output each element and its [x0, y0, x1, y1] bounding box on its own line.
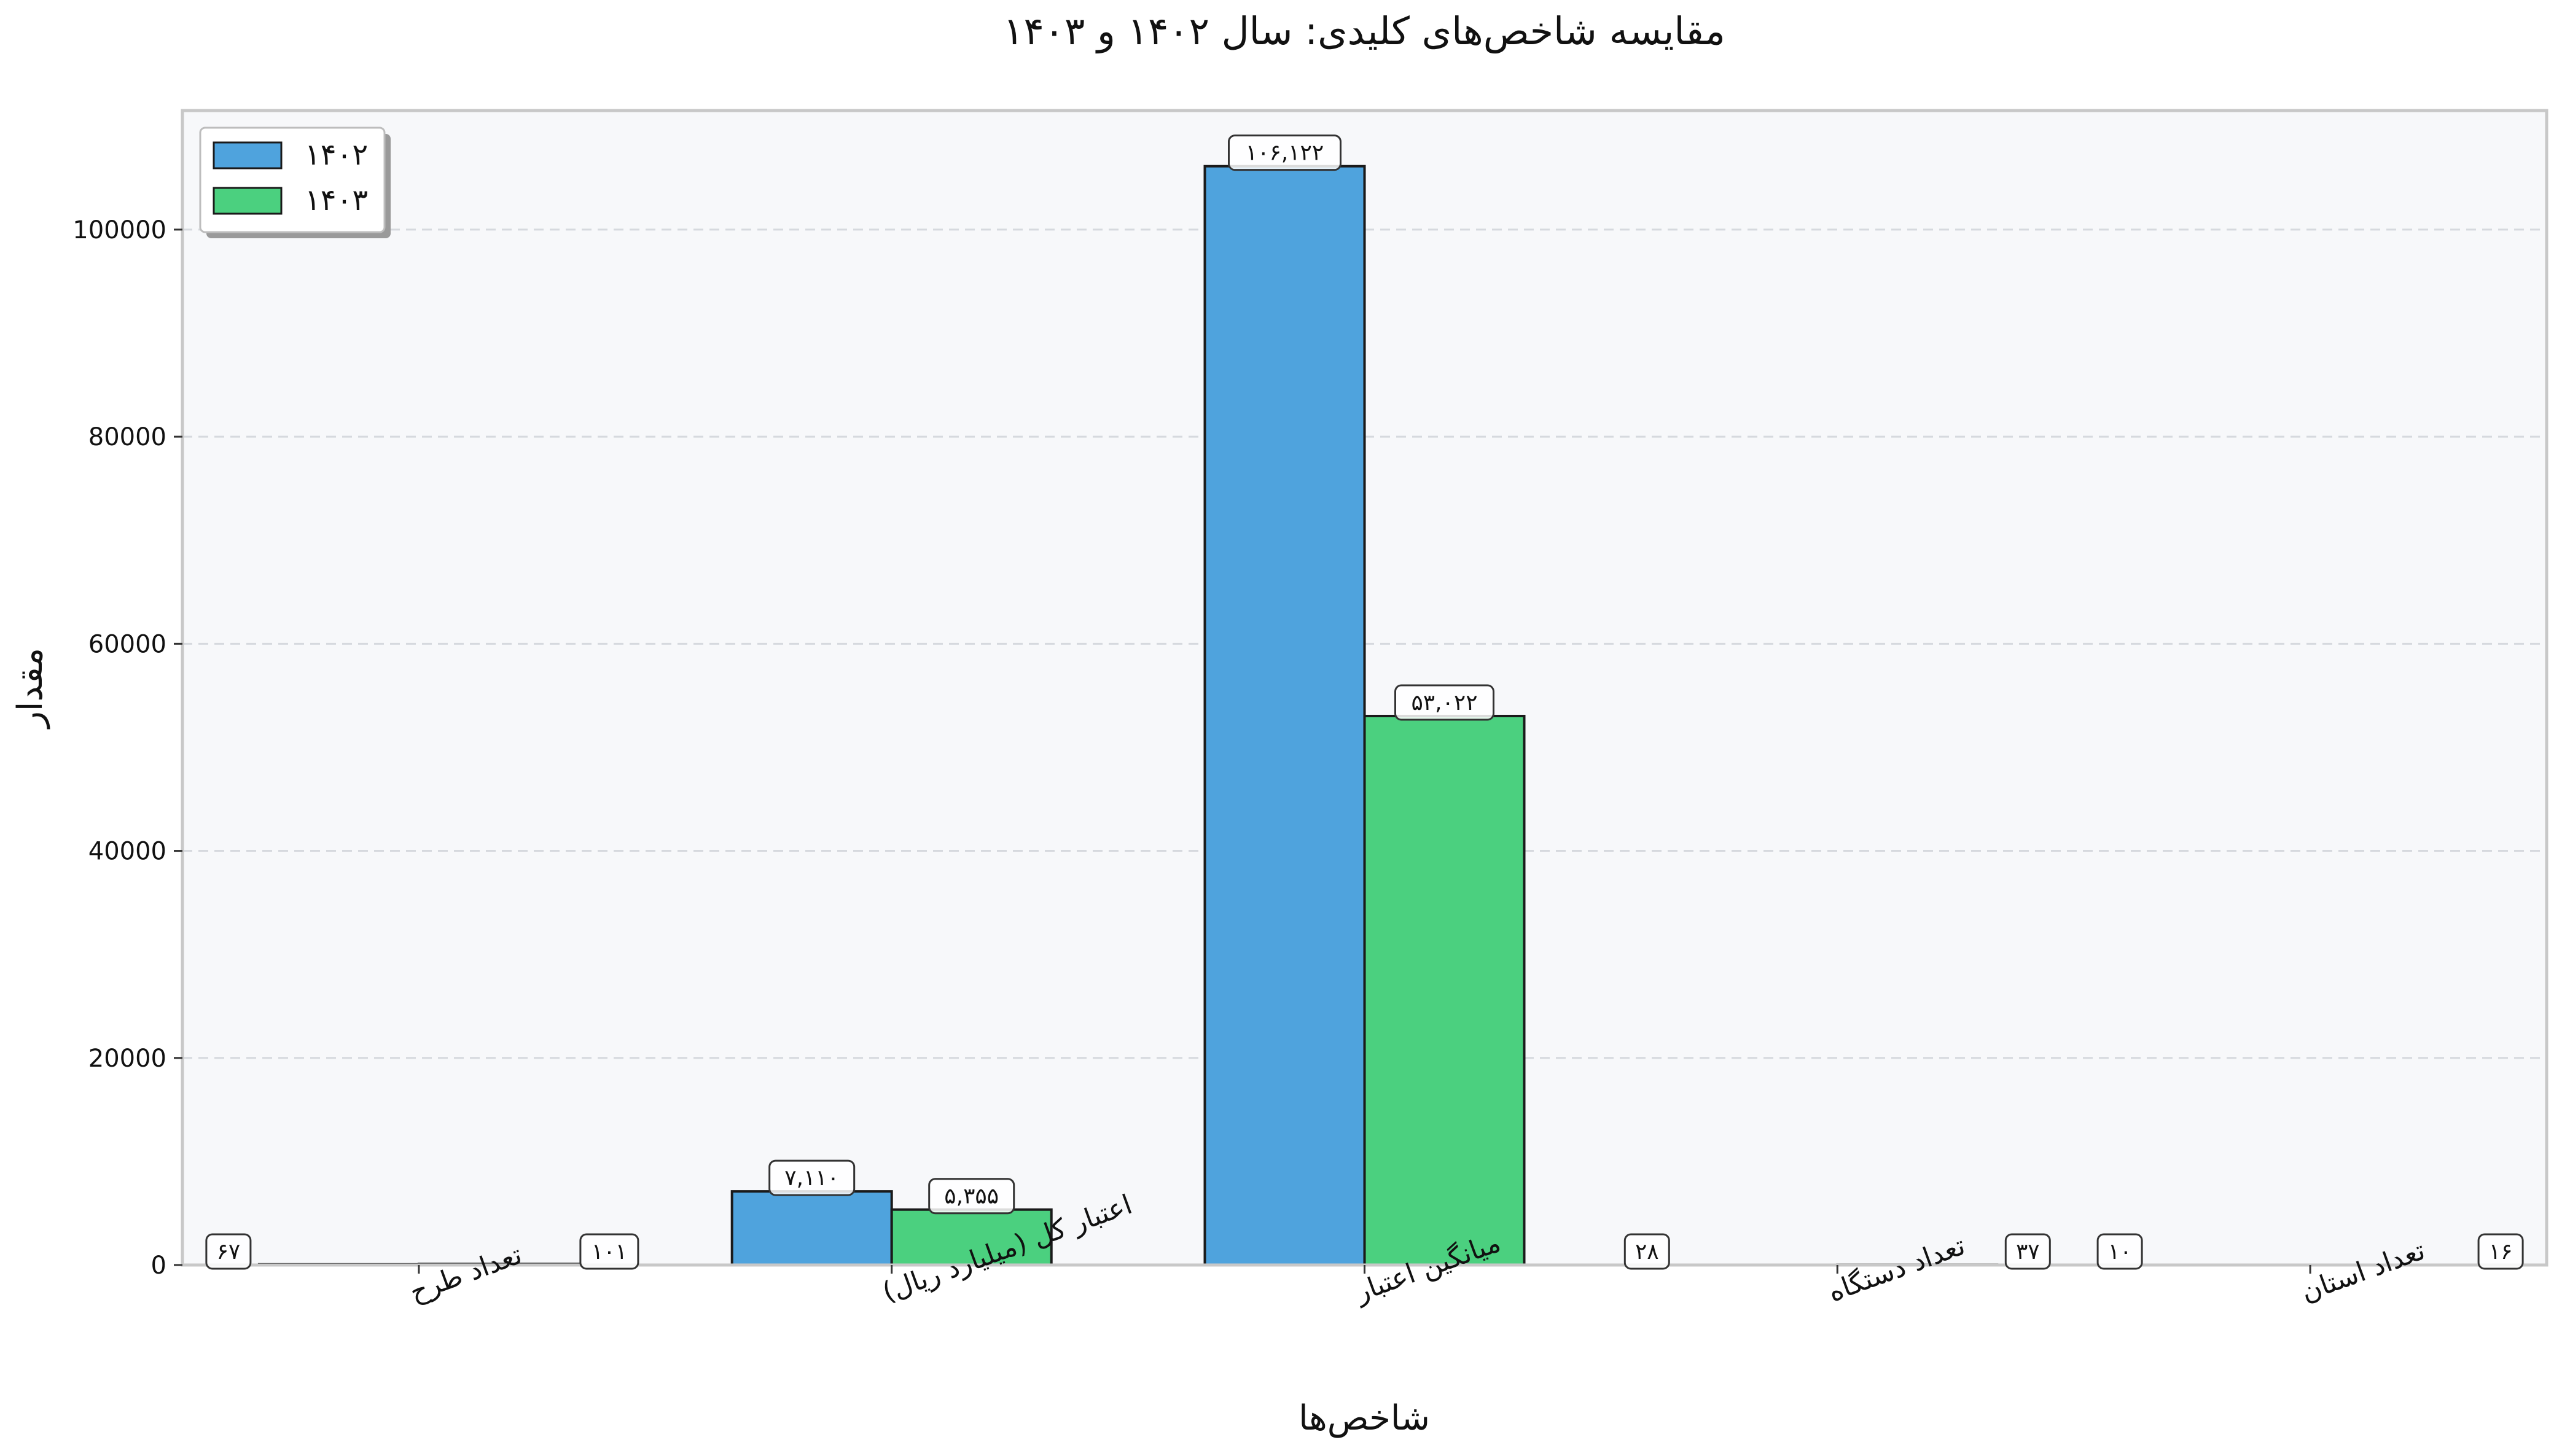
legend-swatch-1402 — [213, 141, 283, 169]
bar — [730, 1190, 893, 1267]
chart-title: مقایسه شاخص‌های کلیدی: سال ۱۴۰۲ و ۱۴۰۳ — [1003, 9, 1725, 53]
bars — [257, 165, 2472, 1267]
legend: ۱۴۰۲ ۱۴۰۳ — [199, 127, 391, 238]
data-label-box — [1623, 1233, 1670, 1270]
data-labels: ۶۷ ۱۰۱ ۷,۱۱۰ ۵,۳۵۵ ۱۰۶,۱۲۲ ۵۳,۰۲۲ ۲۸ ۳۷ ۱۰ ۱۶ — [205, 134, 2524, 1270]
data-label: ۱۰۶,۱۲۲ — [1246, 141, 1324, 166]
y-tick-label: 40000 — [88, 838, 166, 866]
bar — [1363, 714, 1526, 1267]
y-tick-label: 80000 — [88, 423, 166, 451]
data-label-box — [768, 1159, 856, 1196]
data-label: ۵۳,۰۲۲ — [1411, 690, 1477, 715]
bar — [1203, 165, 1366, 1267]
data-label: ۶۷ — [217, 1239, 241, 1264]
data-label-box — [2004, 1233, 2051, 1270]
data-label-box — [1394, 684, 1494, 721]
data-label-box — [2096, 1233, 2143, 1270]
data-label: ۱۰۱ — [592, 1239, 627, 1264]
data-label: ۱۰ — [2108, 1239, 2132, 1264]
data-label-box — [928, 1178, 1015, 1215]
legend-label-1403: ۱۴۰۳ — [305, 183, 368, 217]
legend-swatch-1403 — [213, 187, 283, 215]
y-tick-label: 0 — [151, 1252, 166, 1280]
data-label: ۲۸ — [1635, 1239, 1659, 1264]
x-axis-title: شاخص‌ها — [1299, 1398, 1430, 1438]
data-label-box — [1228, 134, 1342, 171]
y-tick-label: 20000 — [88, 1045, 166, 1073]
y-tick-label: 60000 — [88, 630, 166, 658]
data-label: ۵,۳۵۵ — [944, 1184, 999, 1209]
data-label-box — [205, 1233, 252, 1270]
y-tick-label: 100000 — [72, 216, 166, 244]
data-label-box — [2477, 1233, 2524, 1270]
data-label: ۷,۱۱۰ — [784, 1166, 839, 1191]
data-label-box — [579, 1233, 639, 1270]
data-label: ۳۷ — [2016, 1239, 2040, 1264]
y-axis-title: مقدار — [10, 648, 50, 730]
y-axis: 0 20000 40000 60000 80000 100000 — [72, 216, 182, 1280]
data-label: ۱۶ — [2489, 1239, 2513, 1264]
legend-label-1402: ۱۴۰۲ — [305, 138, 368, 172]
